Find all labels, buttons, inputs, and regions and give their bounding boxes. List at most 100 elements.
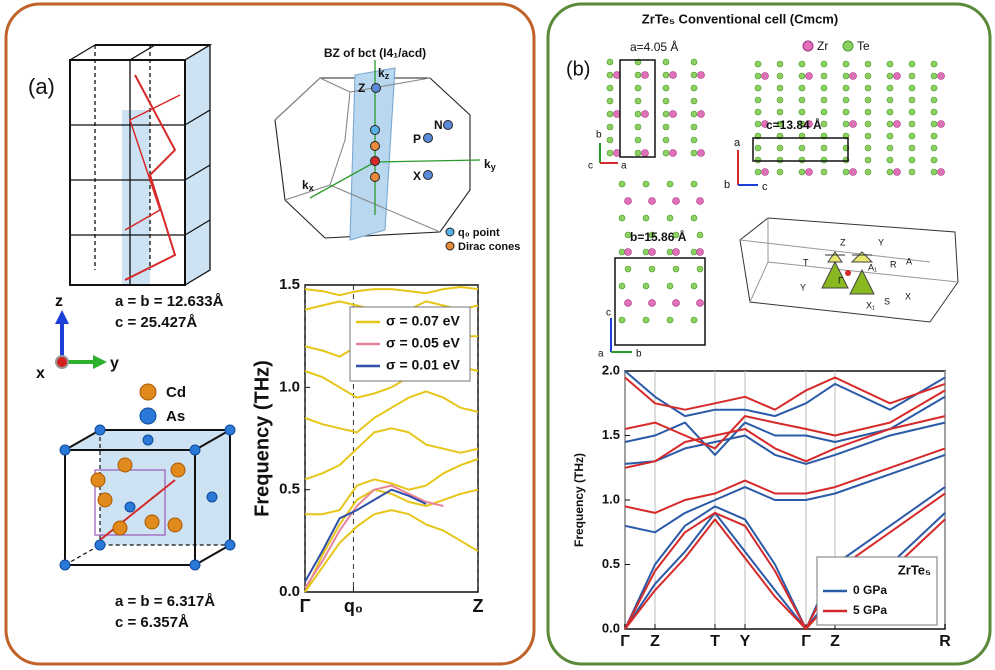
te-atom <box>886 144 894 152</box>
y-tick-label: 0.0 <box>602 620 620 635</box>
bz-label: R <box>890 259 897 269</box>
lattice-ab: a = b = 12.633Å <box>115 293 224 310</box>
zr-atom <box>849 72 857 80</box>
zr-atom <box>641 71 649 79</box>
zr-atom <box>648 248 656 256</box>
te-atom <box>662 149 670 157</box>
te-atom <box>864 120 872 128</box>
te-atom <box>798 60 806 68</box>
unit-cell <box>619 59 656 158</box>
te-atom <box>690 58 698 66</box>
te-atom <box>798 156 806 164</box>
te-atom <box>776 72 784 80</box>
bz-label: Z <box>840 237 846 247</box>
te-atom <box>662 84 670 92</box>
legend-icon <box>445 227 455 237</box>
as-atom <box>189 559 201 571</box>
band-line <box>624 389 946 450</box>
x-tick-label: Γ <box>801 633 811 650</box>
zr-atom <box>648 197 656 205</box>
zr-atom <box>937 120 945 128</box>
zr-atom <box>624 299 632 307</box>
te-atom <box>666 214 674 222</box>
te-atom <box>672 231 680 239</box>
crystal-structures <box>606 58 945 324</box>
axis-label: c <box>588 161 593 172</box>
zr-atom <box>805 72 813 80</box>
te-atom <box>642 248 650 256</box>
as-atom <box>224 424 236 436</box>
x-tick-label: Z <box>830 633 840 650</box>
te-atom <box>776 168 784 176</box>
zr-atom <box>672 299 680 307</box>
te-atom <box>820 156 828 164</box>
x-tick-label: R <box>939 633 951 650</box>
te-atom <box>930 132 938 140</box>
bz-label: T <box>803 257 809 267</box>
te-atom <box>634 136 642 144</box>
bz-axis: kx <box>302 178 314 193</box>
band-line <box>304 488 427 583</box>
te-atom <box>820 84 828 92</box>
x-tick-label: q₀ <box>344 596 363 616</box>
y-tick-label: 0.5 <box>279 481 300 498</box>
te-atom <box>642 214 650 222</box>
dirac-point <box>370 141 380 151</box>
te-atom <box>754 96 762 104</box>
as-atom <box>224 539 236 551</box>
panel-label: (b) <box>566 58 590 80</box>
legend-label: 0 GPa <box>853 583 887 597</box>
te-atom <box>930 108 938 116</box>
x-tick-label: Z <box>473 596 484 616</box>
te-atom <box>606 84 614 92</box>
zr-atom <box>641 149 649 157</box>
zr-atom <box>624 197 632 205</box>
gamma-point <box>845 270 851 276</box>
cd-atom <box>117 457 133 473</box>
band-line <box>304 484 444 589</box>
te-atom <box>886 84 894 92</box>
cd-atom <box>170 462 186 478</box>
zr-atom <box>669 71 677 79</box>
te-atom <box>618 214 626 222</box>
te-atom <box>930 168 938 176</box>
te-atom <box>754 84 762 92</box>
as-atom <box>59 444 71 456</box>
band-line <box>624 421 946 465</box>
cd-atom <box>144 514 160 530</box>
zr-atom <box>669 110 677 118</box>
as-atom <box>189 444 201 456</box>
te-atom <box>908 84 916 92</box>
unit-cell <box>752 137 849 162</box>
x-tick-label: Γ <box>300 596 311 616</box>
te-atom <box>662 58 670 66</box>
as-atom <box>206 491 218 503</box>
zr-atom <box>893 120 901 128</box>
zr-atom <box>937 168 945 176</box>
axis-label: a <box>734 137 741 149</box>
zr-atom <box>624 248 632 256</box>
te-atom <box>842 120 850 128</box>
te-atom <box>886 96 894 104</box>
panel-b-frame <box>546 2 992 666</box>
te-atom <box>776 144 784 152</box>
zr-atom <box>849 168 857 176</box>
te-atom <box>930 60 938 68</box>
zr-atom <box>697 71 705 79</box>
axes-triad <box>55 310 107 369</box>
band-line <box>305 458 479 516</box>
zr-atom <box>893 168 901 176</box>
band-line <box>624 492 946 630</box>
te-atom <box>908 132 916 140</box>
zr-icon <box>802 40 814 52</box>
axis-label: c <box>606 308 611 319</box>
x-tick-label: Y <box>740 633 751 650</box>
te-atom <box>798 108 806 116</box>
atom-label: Zr <box>817 39 828 53</box>
bz-label: P <box>413 132 421 146</box>
zr-atom <box>761 120 769 128</box>
te-atom <box>696 231 704 239</box>
te-atom <box>820 120 828 128</box>
axis-label: c <box>762 181 768 193</box>
band-line <box>304 427 479 481</box>
